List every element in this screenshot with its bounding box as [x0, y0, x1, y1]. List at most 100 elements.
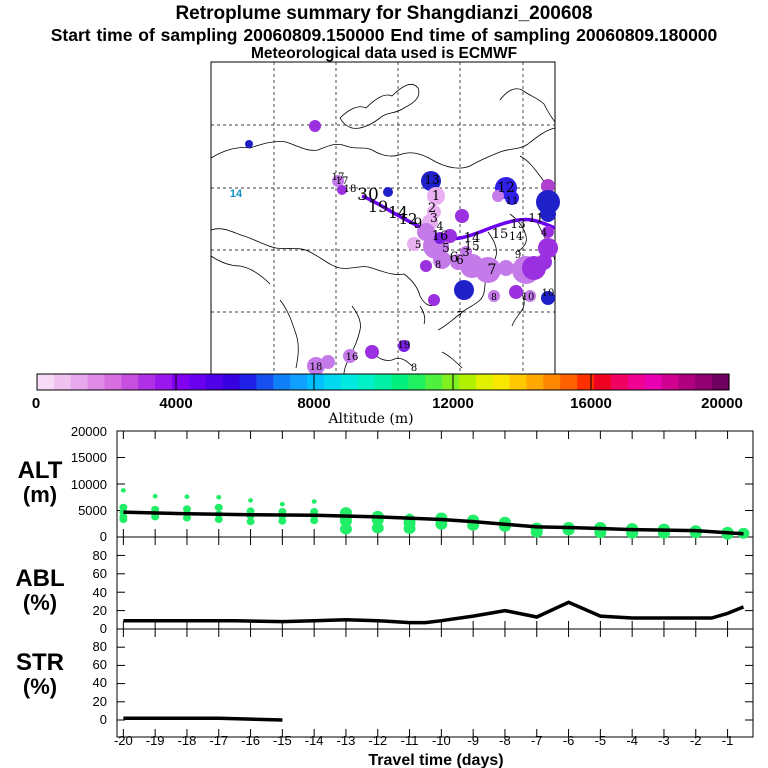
colorbar-cell: [661, 374, 679, 390]
colorbar-cell: [323, 374, 342, 390]
plume-marker: [383, 187, 393, 197]
colorbar-cell: [526, 374, 544, 390]
alt-scatter-point: [310, 516, 319, 525]
plume-markers: [245, 120, 560, 375]
colorbar-ticks: [175, 374, 592, 390]
plume-marker: [488, 290, 500, 302]
abl-panel-unit: (%): [23, 590, 57, 615]
x-tick-label: -3: [658, 733, 670, 748]
str-ytick-label: 40: [93, 675, 107, 690]
coastline: [441, 351, 463, 369]
x-tick-label: -9: [467, 733, 479, 748]
trajectory-label: 12: [497, 180, 515, 196]
plume-marker: [433, 251, 451, 269]
abl-ytick-label: 80: [93, 548, 107, 563]
map-frame: [210, 61, 556, 375]
x-tick-label: -8: [499, 733, 511, 748]
x-tick-labels: -20 -19 -18 -17 -16 -15 -14 -13 -12 -11 -10 -9 -8 -7 -…: [114, 733, 733, 748]
colorbar-cell: [205, 374, 224, 390]
alt-ytick-label: 20000: [71, 424, 107, 439]
abl-ytick-label: 40: [93, 585, 107, 600]
x-tick-label: -2: [690, 733, 702, 748]
plume-marker: [509, 285, 523, 299]
sampling-times: Start time of sampling 20060809.150000 E…: [50, 25, 718, 45]
alt-ytick-label: 15000: [71, 450, 107, 465]
colorbar-cell: [374, 374, 393, 390]
header: Retroplume summary for Shangdianzi_20060…: [0, 0, 768, 62]
lake-outline: [339, 83, 420, 129]
alt-panel-label: ALT: [18, 457, 63, 484]
trajectory-label: 13: [424, 173, 439, 187]
colorbar-frame: [36, 373, 730, 391]
trajectory-label: 9: [414, 216, 423, 232]
colorbar-cell: [53, 374, 72, 390]
plume-marker: [536, 190, 560, 214]
colorbar-cell: [593, 374, 612, 390]
altitude-colorbar: 0 4000 8000 12000 16000 20000 Altitude (…: [32, 373, 743, 427]
plume-marker: [245, 140, 253, 148]
colorbar-cell: [357, 374, 376, 390]
colorbar-cell: [70, 374, 89, 390]
abl-ytick-label: 60: [93, 566, 107, 581]
alt-mean-line: [123, 510, 744, 536]
x-tick-label: -6: [563, 733, 575, 748]
alt-scatter-point: [119, 515, 128, 524]
trajectory-label: 18: [310, 362, 323, 373]
trajectory-label: 4: [541, 228, 547, 239]
plume-marker: [343, 349, 357, 363]
plume-marker: [524, 290, 536, 302]
plume-marker: [421, 171, 441, 191]
x-tick-label: -20: [114, 733, 133, 748]
x-tick-label: -5: [595, 733, 607, 748]
coastline: [371, 351, 413, 367]
colorbar-cell: [543, 374, 561, 390]
colorbar-cell: [155, 374, 173, 390]
trajectory-label: 6: [450, 250, 459, 266]
x-tick-label: -1: [722, 733, 734, 748]
plume-marker: [498, 260, 514, 276]
alt-scatter-point: [371, 522, 384, 534]
x-tick-label: -15: [273, 733, 292, 748]
trajectory-label: 19: [398, 340, 411, 351]
plume-marker: [428, 294, 440, 306]
colorbar-tick-label: 20000: [701, 395, 743, 412]
colorbar-cell: [678, 374, 696, 390]
mean-trajectory-track: [361, 194, 556, 241]
str-ytick-label: 0: [100, 712, 107, 727]
str-panel-label: STR: [16, 649, 64, 676]
plume-marker: [407, 237, 421, 251]
plume-marker: [538, 238, 558, 258]
trajectory-label: 16: [346, 352, 359, 363]
plume-marker: [455, 209, 469, 223]
colorbar-cell: [121, 374, 139, 390]
colorbar-cell: [391, 374, 409, 390]
trajectory-label: 18: [344, 184, 357, 195]
alt-ytick-label: 5000: [78, 503, 107, 518]
colorbar-cell: [644, 374, 663, 390]
alt-ytick-label: 0: [100, 529, 107, 544]
x-tick-label: -4: [626, 733, 638, 748]
plume-marker: [398, 340, 410, 352]
alt-scatter-point: [435, 518, 448, 530]
trajectory-label: 1: [432, 189, 440, 204]
plume-marker: [420, 260, 432, 272]
abl-panel-label: ABL: [15, 565, 64, 592]
chart-title: Retroplume summary for Shangdianzi_20060…: [175, 3, 593, 24]
colorbar-tick-label: 0: [32, 395, 40, 412]
alt-scatter-point: [214, 503, 223, 511]
str-ytick-label: 60: [93, 657, 107, 672]
x-tick-marks: [122, 431, 729, 737]
colorbar-cell: [87, 374, 106, 390]
x-tick-label: -10: [432, 733, 451, 748]
colorbar-tick-label: 4000: [159, 395, 192, 412]
abl-ytick-label: 20: [93, 603, 107, 618]
alt-scatter-point: [184, 494, 190, 499]
x-axis-label: Travel time (days): [368, 752, 503, 768]
trajectory-label: 17: [332, 172, 345, 183]
plume-marker: [541, 179, 555, 193]
plume-marker: [541, 291, 555, 305]
trajectory-label: 19: [368, 197, 388, 216]
trajectory-label: 15: [464, 239, 479, 253]
colorbar-cell: [256, 374, 274, 390]
